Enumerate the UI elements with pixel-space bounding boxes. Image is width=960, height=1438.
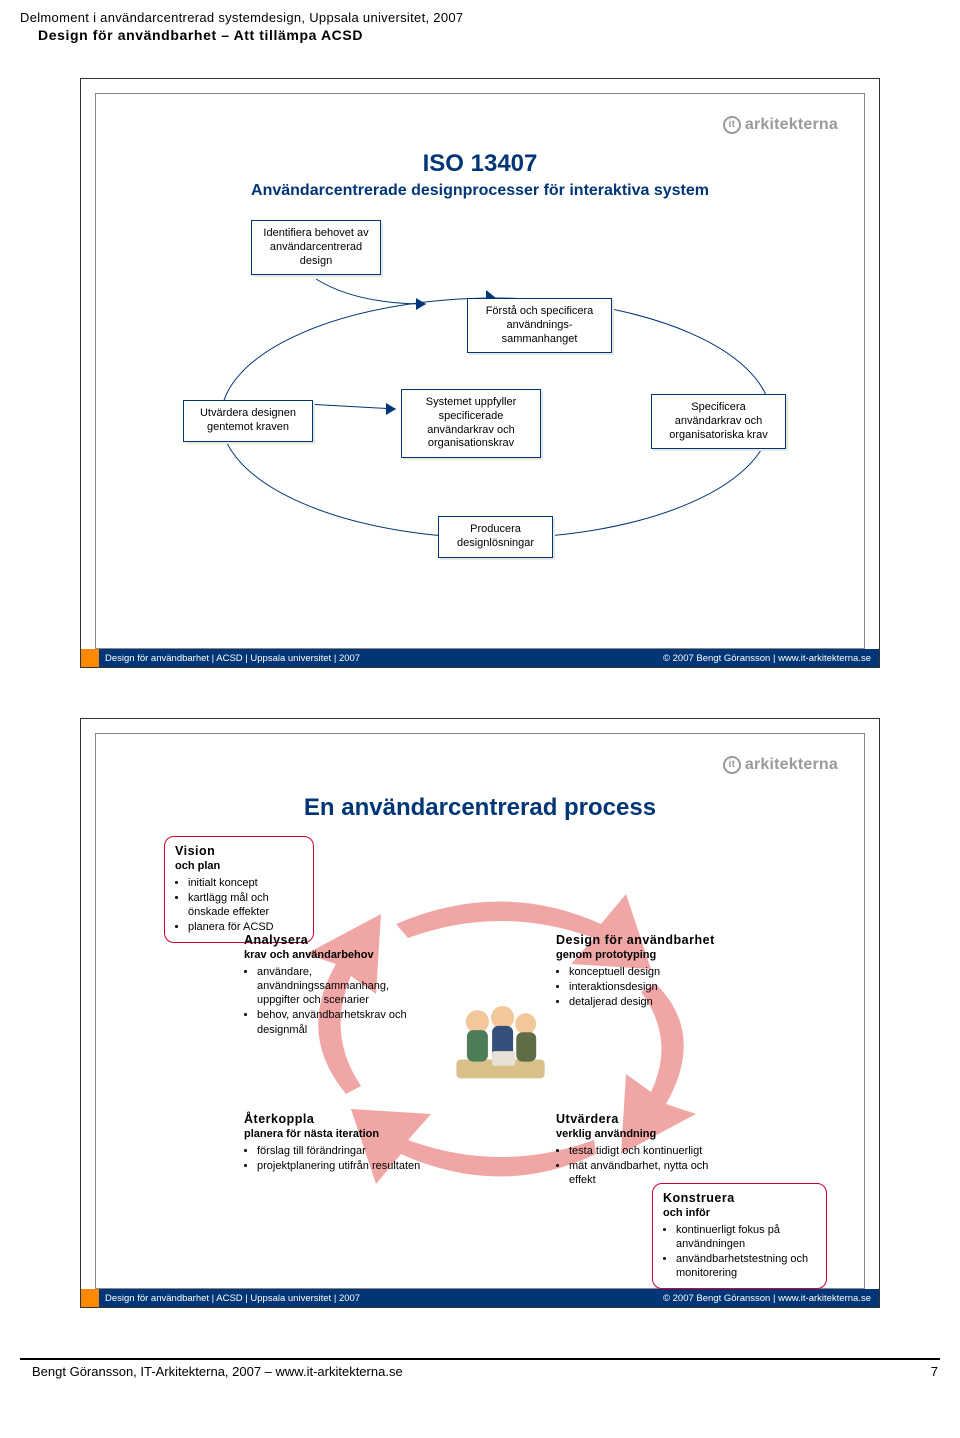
phase-design-sub: genom prototyping	[556, 948, 756, 962]
list-item: förslag till förändringar	[257, 1144, 424, 1158]
phase-utvarder-sub: verklig användning	[556, 1127, 726, 1141]
phase-vision-title: Vision	[175, 843, 303, 859]
phase-konstruera-sub: och inför	[663, 1206, 816, 1220]
phase-aterkoppla-sub: planera för nästa iteration	[244, 1127, 424, 1141]
phase-analysera-sub: krav och användarbehov	[244, 948, 419, 962]
page-footer-left: Bengt Göransson, IT-Arkitekterna, 2007 –…	[32, 1364, 403, 1379]
page-subheader: Design för användbarhet – Att tillämpa A…	[38, 27, 940, 43]
page-number: 7	[931, 1364, 938, 1379]
slide1-footer: Design för användbarhet | ACSD | Uppsala…	[81, 649, 879, 667]
phase-aterkoppla-title: Återkoppla	[244, 1111, 424, 1127]
slide2-footer-right: © 2007 Bengt Göransson | www.it-arkitekt…	[663, 1293, 871, 1304]
slide1-footer-left: Design för användbarhet | ACSD | Uppsala…	[105, 653, 360, 664]
page-footer-divider	[20, 1358, 940, 1360]
phase-analysera-title: Analysera	[244, 932, 419, 948]
list-item: detaljerad design	[569, 995, 756, 1009]
phase-utvarder-title: Utvärdera	[556, 1111, 726, 1127]
slide-process: it arkitekterna En användarcentrerad pro…	[80, 718, 880, 1308]
slide1-footer-right: © 2007 Bengt Göransson | www.it-arkitekt…	[663, 653, 871, 664]
node-system-fulfills: Systemet uppfyller specificerade använda…	[401, 389, 541, 458]
page-footer: Bengt Göransson, IT-Arkitekterna, 2007 –…	[20, 1364, 940, 1391]
footer-accent-icon	[81, 649, 99, 667]
phase-design-title: Design för användbarhet	[556, 932, 756, 948]
phase-analysera: Analysera krav och användarbehov använda…	[244, 932, 419, 1038]
node-specify-requirements: Specificera användarkrav och organisator…	[651, 394, 786, 449]
node-identify-need: Identifiera behovet av användarcentrerad…	[251, 220, 381, 275]
list-item: kontinuerligt fokus på användningen	[676, 1223, 816, 1252]
phase-konstruera-title: Konstruera	[663, 1190, 816, 1206]
node-evaluate-design: Utvärdera designen gentemot kraven	[183, 400, 313, 442]
list-item: kartlägg mål och önskade effekter	[188, 891, 303, 920]
list-item: användbarhetstestning och monitorering	[676, 1252, 816, 1281]
phase-design: Design för användbarhet genom prototypin…	[556, 932, 756, 1010]
node-understand-context: Förstå och specificera användnings-samma…	[467, 298, 612, 353]
list-item: användare, användningssammanhang, uppgif…	[257, 965, 419, 1008]
slide-iso13407: it arkitekterna ISO 13407 Användarcentre…	[80, 78, 880, 668]
phase-aterkoppla: Återkoppla planera för nästa iteration f…	[244, 1111, 424, 1174]
node-produce-solutions: Producera designlösningar	[438, 516, 553, 558]
page-header: Delmoment i användarcentrerad systemdesi…	[20, 10, 940, 25]
slide2-footer-left: Design för användbarhet | ACSD | Uppsala…	[105, 1293, 360, 1304]
people-illustration	[448, 986, 553, 1091]
list-item: projektplanering utifrån resultaten	[257, 1159, 424, 1173]
footer-accent-icon	[81, 1289, 99, 1307]
list-item: testa tidigt och kontinuerligt	[569, 1144, 726, 1158]
phase-vision-sub: och plan	[175, 859, 303, 873]
phase-utvarder: Utvärdera verklig användning testa tidig…	[556, 1111, 726, 1188]
list-item: initialt koncept	[188, 876, 303, 890]
list-item: behov, användbarhetskrav och designmål	[257, 1008, 419, 1037]
slide2-footer: Design för användbarhet | ACSD | Uppsala…	[81, 1289, 879, 1307]
phase-vision: Vision och plan initialt koncept kartläg…	[164, 836, 314, 943]
list-item: konceptuell design	[569, 965, 756, 979]
phase-konstruera: Konstruera och inför kontinuerligt fokus…	[652, 1183, 827, 1289]
list-item: interaktionsdesign	[569, 980, 756, 994]
